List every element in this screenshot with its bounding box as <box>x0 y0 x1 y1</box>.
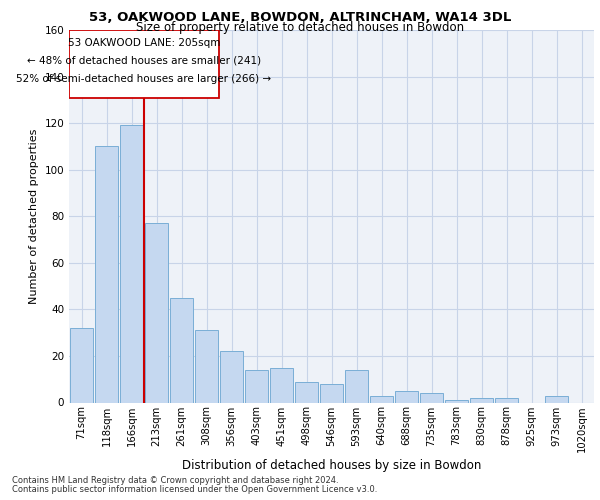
Bar <box>145 223 168 402</box>
Bar <box>70 328 93 402</box>
Text: 53, OAKWOOD LANE, BOWDON, ALTRINCHAM, WA14 3DL: 53, OAKWOOD LANE, BOWDON, ALTRINCHAM, WA… <box>89 11 511 24</box>
Bar <box>195 330 218 402</box>
Bar <box>245 370 268 402</box>
Text: 53 OAKWOOD LANE: 205sqm: 53 OAKWOOD LANE: 205sqm <box>68 38 220 48</box>
Bar <box>170 298 193 403</box>
Text: Contains public sector information licensed under the Open Government Licence v3: Contains public sector information licen… <box>12 485 377 494</box>
Bar <box>445 400 468 402</box>
Bar <box>220 352 243 403</box>
Text: Contains HM Land Registry data © Crown copyright and database right 2024.: Contains HM Land Registry data © Crown c… <box>12 476 338 485</box>
Bar <box>395 391 418 402</box>
Bar <box>345 370 368 402</box>
X-axis label: Distribution of detached houses by size in Bowdon: Distribution of detached houses by size … <box>182 458 481 471</box>
Bar <box>320 384 343 402</box>
Bar <box>495 398 518 402</box>
Bar <box>95 146 118 402</box>
Bar <box>270 368 293 402</box>
Bar <box>470 398 493 402</box>
Bar <box>420 393 443 402</box>
Bar <box>120 126 143 402</box>
Text: Size of property relative to detached houses in Bowdon: Size of property relative to detached ho… <box>136 21 464 34</box>
Text: 52% of semi-detached houses are larger (266) →: 52% of semi-detached houses are larger (… <box>16 74 272 84</box>
Text: ← 48% of detached houses are smaller (241): ← 48% of detached houses are smaller (24… <box>27 56 261 66</box>
Bar <box>370 396 393 402</box>
Bar <box>545 396 568 402</box>
Bar <box>295 382 318 402</box>
Y-axis label: Number of detached properties: Number of detached properties <box>29 128 39 304</box>
Bar <box>69 30 219 98</box>
